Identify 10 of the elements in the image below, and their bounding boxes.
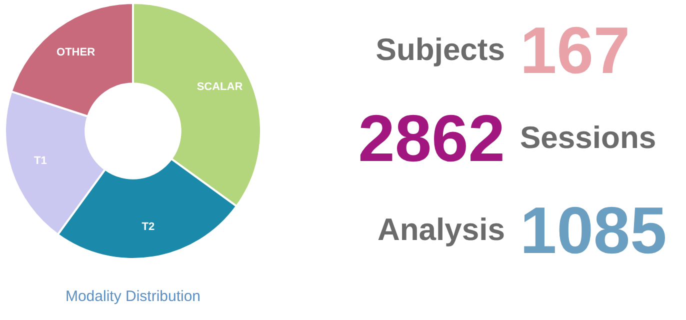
text: Subjects <box>376 31 505 69</box>
slice-label: SCALAR <box>196 80 243 93</box>
text: Analysis <box>377 211 505 249</box>
slice-label: OTHER <box>56 46 96 58</box>
text: 1085 <box>520 192 667 269</box>
text: 167 <box>520 12 630 89</box>
text: Modality Distribution <box>64 288 202 305</box>
slice-label: T2 <box>142 221 155 234</box>
text: Sessions <box>520 119 656 157</box>
text: 2862 <box>358 100 505 177</box>
